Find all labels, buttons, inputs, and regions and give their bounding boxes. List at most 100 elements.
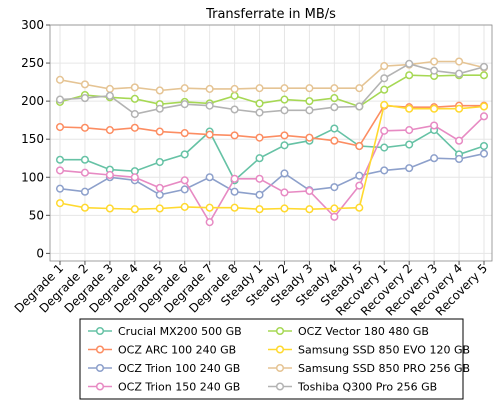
data-point <box>330 94 339 103</box>
data-point <box>479 62 489 71</box>
data-point <box>180 129 189 138</box>
data-point <box>305 186 314 196</box>
data-point <box>80 123 89 132</box>
series-line <box>59 62 485 115</box>
y-tick-label: 0 <box>36 246 44 260</box>
legend-label: Crucial MX200 500 GB <box>118 325 242 338</box>
legend-swatch-marker <box>275 345 285 354</box>
data-point <box>380 143 389 152</box>
data-point <box>230 187 239 196</box>
data-point <box>330 212 339 221</box>
data-point <box>430 121 439 130</box>
data-point <box>230 174 239 183</box>
data-point <box>455 104 464 113</box>
data-point <box>130 173 139 182</box>
data-point <box>230 105 239 114</box>
series-group <box>55 112 489 227</box>
data-point <box>380 126 389 135</box>
data-point <box>55 184 65 193</box>
data-point <box>380 166 389 175</box>
data-point <box>430 154 439 163</box>
data-point <box>380 85 389 94</box>
legend-item: OCZ Trion 150 240 GB <box>88 381 240 394</box>
data-point <box>380 62 389 71</box>
series-group <box>55 57 489 95</box>
data-point <box>455 136 464 145</box>
data-point <box>205 101 214 110</box>
data-point <box>180 100 189 109</box>
legend-label: OCZ Vector 180 480 GB <box>298 325 429 338</box>
data-point <box>255 84 264 93</box>
data-point <box>180 202 189 211</box>
data-point <box>55 95 65 104</box>
series-group <box>55 149 489 199</box>
data-point <box>255 108 264 117</box>
y-tick-label: 100 <box>21 170 44 184</box>
data-point <box>205 173 214 182</box>
data-point <box>405 164 414 173</box>
data-point <box>180 176 189 185</box>
data-point <box>305 133 314 142</box>
data-point <box>105 84 114 93</box>
legend-label: OCZ ARC 100 240 GB <box>118 344 236 357</box>
data-point <box>330 204 339 213</box>
data-point <box>130 205 139 214</box>
data-point <box>130 123 139 132</box>
data-point <box>155 157 164 167</box>
data-point <box>305 84 314 93</box>
data-point <box>255 133 264 142</box>
data-point <box>455 57 464 66</box>
y-tick-label: 300 <box>21 18 44 32</box>
data-point <box>55 122 65 132</box>
data-point <box>80 168 89 177</box>
data-point <box>405 71 414 80</box>
data-point <box>205 218 214 227</box>
data-point <box>280 141 289 150</box>
legend-item: OCZ ARC 100 240 GB <box>88 344 236 357</box>
data-point <box>355 203 364 212</box>
data-point <box>205 203 214 212</box>
data-point <box>130 110 139 119</box>
data-point <box>380 74 389 83</box>
data-point <box>305 205 314 214</box>
legend-item: OCZ Vector 180 480 GB <box>268 325 429 338</box>
data-point <box>55 199 65 208</box>
data-point <box>105 204 114 213</box>
data-point <box>180 150 189 159</box>
data-point <box>255 190 264 199</box>
data-point <box>230 131 239 140</box>
data-point <box>255 205 264 214</box>
data-point <box>105 170 114 180</box>
data-point <box>180 84 189 93</box>
data-point <box>330 136 339 145</box>
legend-frame <box>79 318 464 400</box>
data-point <box>230 91 239 100</box>
data-point <box>230 84 239 93</box>
data-point <box>280 169 289 178</box>
data-point <box>380 100 389 109</box>
data-point <box>155 86 164 95</box>
data-point <box>105 91 114 100</box>
series-line <box>59 152 485 196</box>
data-point <box>355 171 364 180</box>
series-line <box>59 115 485 224</box>
series-group <box>55 59 489 119</box>
data-point <box>479 102 489 111</box>
legend-label: Samsung SSD 850 PRO 256 GB <box>298 362 470 375</box>
data-point <box>255 99 264 108</box>
data-point <box>130 94 139 103</box>
legend-swatch-marker <box>95 326 105 336</box>
data-point <box>355 84 364 93</box>
plot-area-frame <box>49 24 493 262</box>
data-point <box>130 83 139 92</box>
data-point <box>55 166 65 175</box>
legend-swatch-marker <box>95 363 105 373</box>
data-point <box>80 155 89 164</box>
legend-swatch-marker <box>275 382 285 391</box>
data-point <box>55 75 65 84</box>
data-point <box>280 204 289 213</box>
data-point <box>255 154 264 163</box>
